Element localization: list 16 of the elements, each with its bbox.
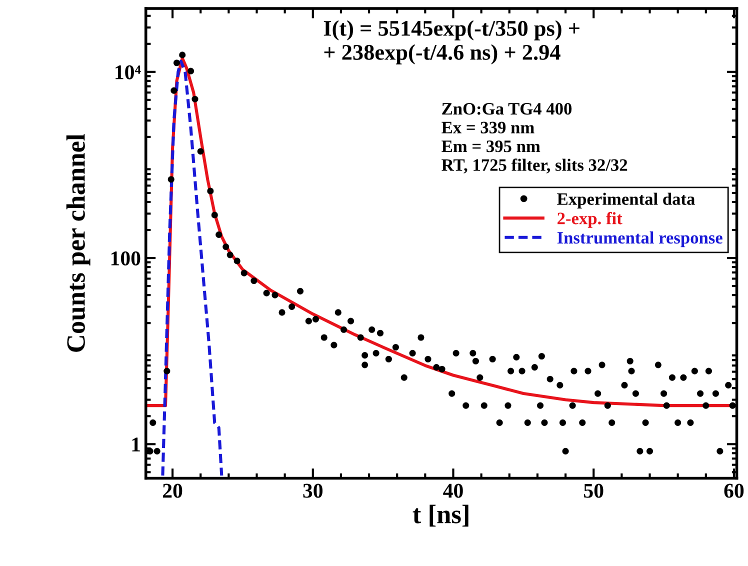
x-axis-title: t [ns] [412,504,468,527]
x-tick-label: 20 [162,484,182,498]
x-tick-label: 60 [724,484,744,498]
legend-label: 2-exp. fit [558,212,622,228]
y-tick-label: 1 [132,438,140,452]
x-tick-label: 40 [443,484,463,498]
annotation: I(t) = 55145exp(-t/350 ps) + + 238exp(-t/4.6 ns) + 2.94 [324,20,580,64]
line-series [161,60,224,478]
legend-label: Instrumental response [557,231,722,248]
y-tick-label: 100 [111,251,140,266]
y-tick-label: 10⁴ [116,65,141,80]
legend-label: Experimental data [557,192,695,208]
x-tick-label: 30 [303,484,323,498]
y-axis-title: Counts per channel [66,134,90,352]
annotation: ZnO:Ga TG4 400 Ex = 339 nm Em = 395 nm RT, 1725 filter, slits 32/32 [442,102,628,174]
x-tick-label: 50 [584,484,604,498]
